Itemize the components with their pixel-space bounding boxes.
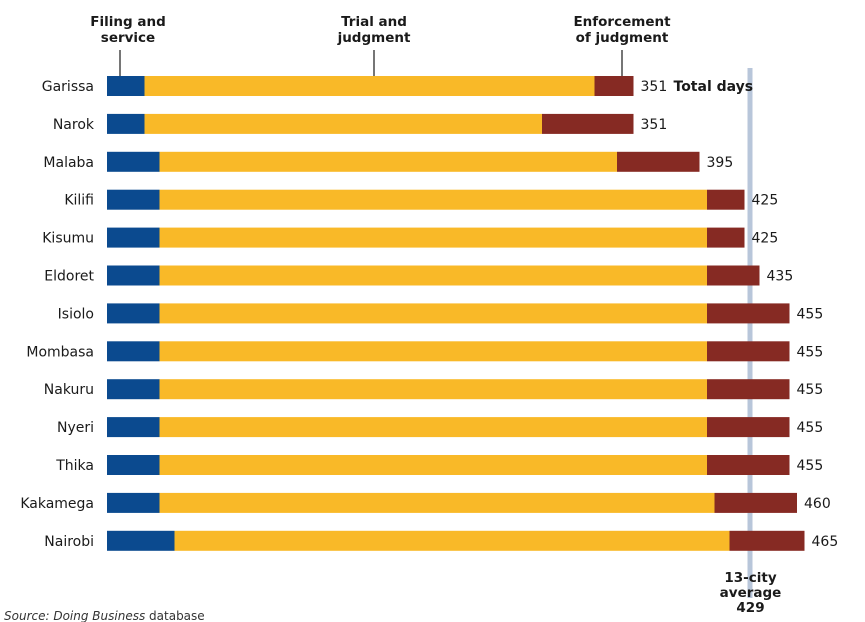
bar-segment-filing bbox=[107, 76, 145, 96]
source-note: Source: Doing Business database bbox=[4, 609, 205, 622]
total-label: 395 bbox=[707, 155, 734, 171]
bar-segment-filing bbox=[107, 492, 160, 513]
total-label: 455 bbox=[797, 344, 824, 360]
bar-segment-filing bbox=[107, 227, 160, 248]
category-label: Eldoret bbox=[44, 269, 94, 285]
bar-segment-enforcement bbox=[594, 76, 634, 96]
bar-segment-filing bbox=[107, 530, 175, 551]
bar-segment-trial bbox=[159, 341, 707, 362]
category-label: Thika bbox=[55, 458, 94, 474]
average-label-line: average bbox=[720, 585, 782, 601]
bar-segment-trial bbox=[159, 265, 707, 286]
total-label: 351 bbox=[641, 79, 668, 95]
bar-segment-trial bbox=[174, 530, 730, 551]
bar-segment-enforcement bbox=[714, 492, 797, 513]
bar-segment-enforcement bbox=[707, 455, 790, 475]
bar-segment-filing bbox=[107, 379, 160, 400]
bar-segment-trial bbox=[144, 76, 595, 96]
bar-segment-filing bbox=[107, 151, 160, 172]
bar-segment-filing bbox=[107, 265, 160, 286]
total-label: 465 bbox=[812, 534, 839, 550]
bar-segment-trial bbox=[159, 492, 715, 513]
total-label: 455 bbox=[797, 458, 824, 474]
bar-segment-enforcement bbox=[707, 417, 790, 438]
average-label-line: 13-city bbox=[724, 570, 776, 586]
bar-segment-trial bbox=[159, 379, 707, 400]
category-label: Malaba bbox=[43, 155, 94, 171]
source-italic: Doing Business bbox=[53, 609, 145, 622]
total-label: 455 bbox=[797, 420, 824, 436]
bar-segment-filing bbox=[107, 189, 160, 210]
bar-segment-filing bbox=[107, 113, 145, 134]
series-header-line: Trial and bbox=[341, 14, 407, 30]
source-prefix: Source: bbox=[4, 609, 53, 622]
series-header-line: Enforcement bbox=[573, 14, 671, 30]
category-label: Nakuru bbox=[44, 382, 94, 398]
source-suffix: database bbox=[145, 609, 204, 622]
category-label: Kisumu bbox=[42, 231, 94, 247]
total-label: 455 bbox=[797, 382, 824, 398]
category-label: Mombasa bbox=[26, 344, 94, 360]
bars bbox=[107, 76, 805, 551]
bar-segment-enforcement bbox=[617, 151, 700, 172]
total-label: 425 bbox=[752, 193, 779, 209]
series-header-line: service bbox=[101, 30, 155, 46]
bar-segment-trial bbox=[159, 189, 707, 210]
bar-segment-enforcement bbox=[729, 530, 805, 551]
bar-segment-trial bbox=[159, 417, 707, 438]
bar-segment-enforcement bbox=[707, 227, 745, 248]
total-label: 425 bbox=[752, 231, 779, 247]
category-label: Kakamega bbox=[20, 496, 94, 512]
total-label: 435 bbox=[767, 269, 794, 285]
bar-segment-trial bbox=[159, 151, 617, 172]
bar-segment-filing bbox=[107, 303, 160, 324]
bar-segment-enforcement bbox=[542, 113, 634, 134]
bar-segment-trial bbox=[159, 455, 707, 475]
total-label: 460 bbox=[804, 496, 831, 512]
total-label: 455 bbox=[797, 306, 824, 322]
bar-segment-filing bbox=[107, 341, 160, 362]
bar-segment-enforcement bbox=[707, 265, 760, 286]
category-label: Isiolo bbox=[58, 306, 94, 322]
bar-segment-enforcement bbox=[707, 341, 790, 362]
series-header-line: Filing and bbox=[90, 14, 165, 30]
bar-segment-enforcement bbox=[707, 303, 790, 324]
category-label: Kilifi bbox=[64, 193, 94, 209]
total-label: 351 bbox=[641, 117, 668, 133]
category-label: Nairobi bbox=[44, 534, 94, 550]
average-label-line: 429 bbox=[736, 600, 764, 616]
average-line bbox=[747, 68, 753, 598]
category-label: Nyeri bbox=[57, 420, 94, 436]
bar-segment-trial bbox=[159, 303, 707, 324]
bar-segment-filing bbox=[107, 417, 160, 438]
bar-segment-filing bbox=[107, 455, 160, 475]
total-days-label: Total days bbox=[674, 79, 754, 95]
category-label: Garissa bbox=[42, 79, 94, 95]
bar-segment-enforcement bbox=[707, 379, 790, 400]
bar-segment-trial bbox=[144, 113, 542, 134]
category-label: Narok bbox=[53, 117, 95, 133]
bar-segment-enforcement bbox=[707, 189, 745, 210]
labels: Garissa 351 Total days Narok 351 Malaba 395 Kil… bbox=[20, 79, 838, 550]
series-header-line: judgment bbox=[337, 30, 411, 46]
bar-segment-trial bbox=[159, 227, 707, 248]
series-header-line: of judgment bbox=[576, 30, 669, 46]
